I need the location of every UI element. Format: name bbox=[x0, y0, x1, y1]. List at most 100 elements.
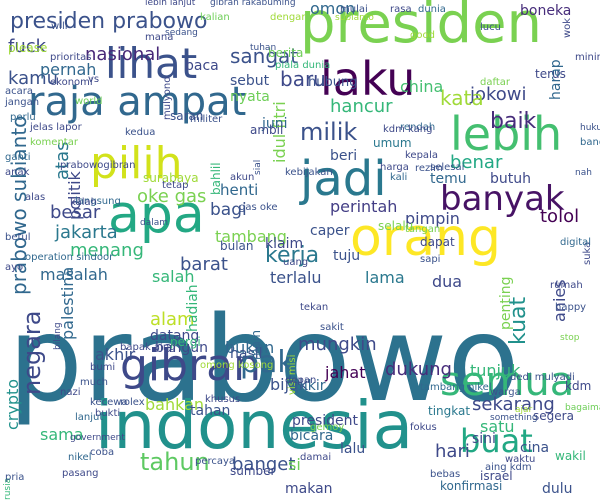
cloud-word: pria bbox=[5, 472, 24, 483]
cloud-word: please bbox=[8, 41, 47, 55]
cloud-word: bilang bbox=[53, 322, 63, 350]
cloud-word: kamu bbox=[8, 68, 58, 89]
cloud-word: bulan bbox=[220, 239, 254, 253]
cloud-word: world bbox=[75, 96, 103, 107]
cloud-word: nikel bbox=[68, 452, 91, 463]
cloud-word: gas oke bbox=[239, 202, 278, 213]
cloud-word: harga bbox=[380, 162, 409, 173]
cloud-word: israel bbox=[480, 469, 513, 483]
cloud-word: nazi bbox=[60, 387, 81, 398]
cloud-word: pilih bbox=[90, 138, 183, 189]
cloud-word: prioritas bbox=[50, 52, 92, 63]
cloud-word: good bbox=[410, 30, 435, 41]
cloud-word: langsung bbox=[75, 196, 121, 207]
cloud-word: konfirmasi bbox=[440, 479, 502, 493]
cloud-word: piala dunia bbox=[275, 60, 330, 71]
cloud-word: sini bbox=[472, 431, 496, 447]
cloud-word: bahlil bbox=[209, 162, 223, 195]
cloud-word: vs bbox=[88, 74, 99, 85]
cloud-word: sapi bbox=[420, 254, 440, 265]
cloud-word: terus bbox=[535, 67, 566, 81]
cloud-word: hari bbox=[435, 441, 470, 462]
cloud-word: suka bbox=[582, 242, 593, 265]
cloud-word: tahan bbox=[190, 403, 230, 419]
cloud-word: kepala bbox=[405, 150, 438, 161]
cloud-word: kata bbox=[440, 86, 484, 110]
cloud-word: crypto bbox=[3, 379, 22, 430]
cloud-word: ajar bbox=[515, 405, 533, 415]
cloud-word: palestina bbox=[58, 267, 77, 340]
cloud-word: dulu bbox=[542, 481, 573, 497]
cloud-word: klaim bbox=[265, 236, 303, 252]
cloud-word: barat bbox=[180, 254, 228, 275]
cloud-word: pikir bbox=[295, 378, 326, 394]
cloud-word: prabowogibran bbox=[60, 160, 135, 171]
cloud-word: besar bbox=[50, 202, 101, 223]
cloud-word: buat bbox=[460, 422, 533, 460]
cloud-word: omong kosong bbox=[200, 360, 273, 371]
cloud-word: berita bbox=[268, 46, 303, 60]
cloud-word: sebut bbox=[230, 73, 270, 89]
cloud-word: coba bbox=[90, 447, 114, 458]
cloud-word: juni bbox=[261, 116, 288, 132]
cloud-word: ambil bbox=[250, 123, 283, 137]
cloud-word: jahat bbox=[324, 363, 365, 382]
cloud-word: bebas bbox=[430, 469, 460, 480]
cloud-word: indonesia bbox=[95, 387, 413, 464]
cloud-word: sedang bbox=[165, 28, 198, 38]
cloud-word: hubung bbox=[308, 75, 357, 90]
cloud-word: fuck bbox=[8, 36, 47, 57]
cloud-word: rendah bbox=[400, 122, 435, 133]
cloud-word: baik bbox=[490, 109, 537, 134]
cloud-word: alam bbox=[150, 309, 195, 330]
cloud-word: ganti bbox=[5, 152, 31, 163]
cloud-word: bukti bbox=[95, 408, 120, 419]
cloud-word: percaya bbox=[195, 456, 235, 467]
cloud-word: hancur bbox=[330, 96, 393, 117]
cloud-word: benar bbox=[450, 152, 503, 173]
cloud-word: nasional bbox=[85, 44, 160, 65]
cloud-word: bagi bbox=[210, 200, 247, 220]
cloud-word: militer bbox=[190, 114, 223, 125]
cloud-word: ekonomi bbox=[50, 77, 93, 88]
cloud-word: uang bbox=[283, 257, 308, 268]
cloud-word: akhir bbox=[95, 345, 136, 364]
cloud-word: rusia bbox=[3, 478, 13, 500]
cloud-word: stop bbox=[560, 333, 580, 343]
cloud-word: beri bbox=[330, 148, 357, 164]
cloud-word: salah bbox=[152, 267, 195, 286]
cloud-word: sama bbox=[40, 425, 84, 444]
cloud-word: much bbox=[80, 377, 108, 388]
cloud-word: bangsa bbox=[580, 137, 600, 148]
cloud-word: sekarang bbox=[472, 394, 555, 415]
cloud-word: jangan bbox=[4, 97, 39, 108]
cloud-word: tangan bbox=[405, 224, 440, 235]
cloud-word: prabowo bbox=[8, 290, 520, 428]
cloud-word: tambang nikel bbox=[420, 382, 492, 393]
cloud-word: dengar bbox=[270, 12, 306, 23]
cloud-word: hukum bbox=[580, 123, 600, 133]
cloud-word: kuat bbox=[506, 297, 531, 345]
cloud-word: lebih bbox=[450, 107, 562, 161]
cloud-word: nah bbox=[575, 168, 592, 178]
cloud-word: gemoy bbox=[310, 422, 344, 433]
cloud-word: surabaya bbox=[143, 171, 199, 185]
cloud-word: depan bbox=[285, 375, 316, 386]
cloud-word: segera bbox=[533, 409, 574, 423]
cloud-word: umum bbox=[373, 136, 412, 150]
cloud-word: happy bbox=[555, 302, 586, 313]
cloud-word: pergi bbox=[170, 335, 201, 349]
cloud-word: dua bbox=[432, 272, 462, 291]
cloud-word: omon bbox=[310, 0, 355, 18]
cloud-word: tingkat bbox=[428, 404, 470, 418]
cloud-word: dapat bbox=[420, 235, 455, 249]
cloud-word: kecewa bbox=[90, 397, 128, 408]
cloud-word: sumber bbox=[230, 464, 276, 478]
cloud-word: digital bbox=[560, 237, 591, 248]
cloud-word: atas bbox=[52, 142, 73, 181]
cloud-word: kalah bbox=[70, 197, 97, 208]
cloud-word: pernah bbox=[40, 60, 96, 79]
cloud-word: butuh bbox=[490, 171, 531, 187]
